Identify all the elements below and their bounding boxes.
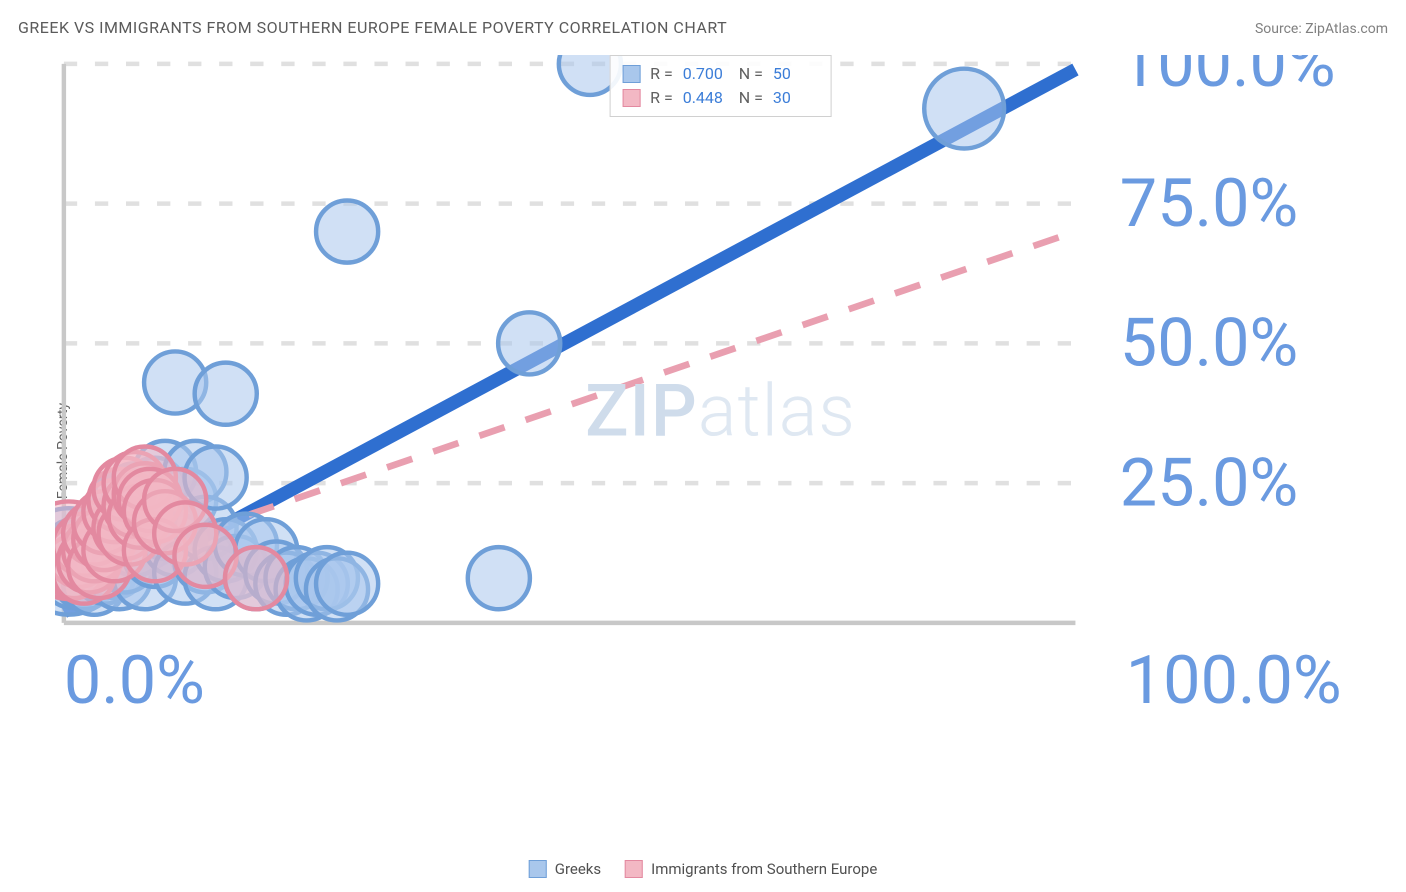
chart-area: Female Poverty 25.0%50.0%75.0%100.0%0.0%… <box>55 55 1386 847</box>
stats-legend: R = 0.700 N = 50 R = 0.448 N = 30 <box>609 55 832 117</box>
data-point <box>498 312 560 374</box>
y-tick-label: 50.0% <box>1120 305 1298 383</box>
legend-label-immigrants: Immigrants from Southern Europe <box>651 860 877 878</box>
x-tick-label: 100.0% <box>1126 642 1342 720</box>
data-point <box>195 363 257 425</box>
legend-swatch-greeks <box>529 860 547 878</box>
chart-source: Source: ZipAtlas.com <box>1255 21 1388 37</box>
y-tick-label: 75.0% <box>1120 165 1298 243</box>
chart-title: GREEK VS IMMIGRANTS FROM SOUTHERN EUROPE… <box>18 18 727 37</box>
data-point <box>924 69 1004 149</box>
x-tick-label: 0.0% <box>64 642 205 720</box>
data-point <box>316 553 378 615</box>
stats-row-greeks: R = 0.700 N = 50 <box>622 62 819 86</box>
data-point <box>225 547 287 609</box>
y-tick-label: 25.0% <box>1120 444 1298 522</box>
swatch-greeks <box>622 65 640 83</box>
swatch-immigrants <box>622 89 640 107</box>
series-legend: Greeks Immigrants from Southern Europe <box>529 860 878 878</box>
stats-row-immigrants: R = 0.448 N = 30 <box>622 86 819 110</box>
scatter-plot: 25.0% 50.0% 75.0% 100.0% 0.0% 100.0% <box>55 55 1386 721</box>
legend-swatch-immigrants <box>625 860 643 878</box>
y-tick-label: 100.0% <box>1120 55 1336 103</box>
legend-item-greeks: Greeks <box>529 860 601 878</box>
legend-item-immigrants: Immigrants from Southern Europe <box>625 860 877 878</box>
data-point <box>316 201 378 263</box>
chart-header: GREEK VS IMMIGRANTS FROM SOUTHERN EUROPE… <box>18 18 1388 37</box>
data-point <box>468 547 530 609</box>
legend-label-greeks: Greeks <box>555 860 601 878</box>
